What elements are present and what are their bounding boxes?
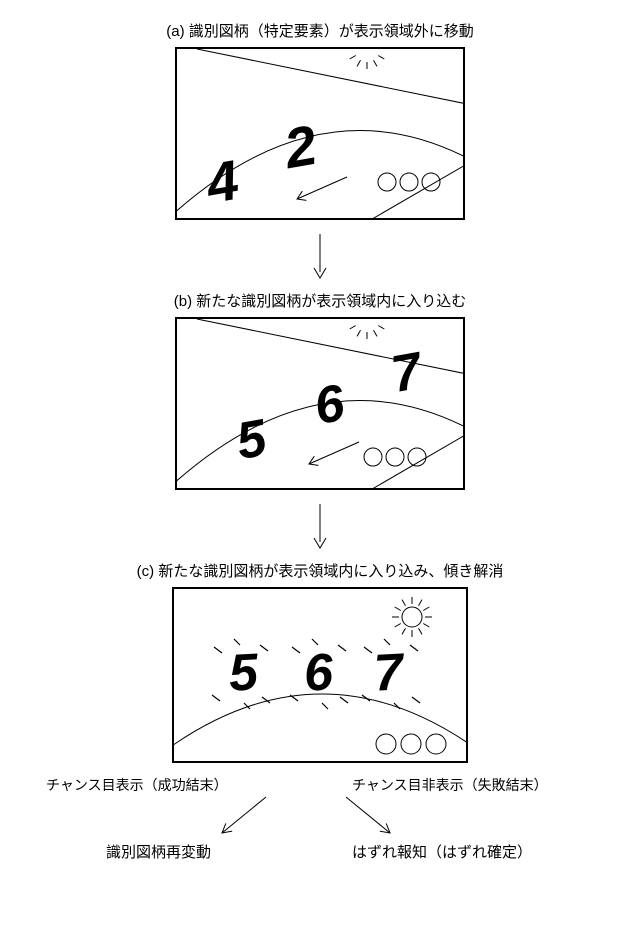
branch-left-result: 識別図柄再変動 [106, 841, 211, 862]
panel-a-wrap: 42 [10, 47, 630, 220]
branch-diagram: チャンス目表示（成功結末） チャンス目非表示（失敗結末） 識別図柄再変動 はずれ… [10, 767, 630, 877]
arrow-b-to-c [10, 502, 630, 550]
panel-c-wrap: 567 [10, 587, 630, 763]
digit-5: 5 [228, 646, 260, 699]
panel-a: 42 [175, 47, 465, 220]
arrow-a-to-b [10, 232, 630, 280]
panel-b: 567 [175, 317, 465, 490]
panel-c-caption: (c) 新たな識別図柄が表示領域内に入り込み、傾き解消 [10, 560, 630, 581]
branch-right-top-label: チャンス目非表示（失敗結末） [352, 775, 548, 795]
panel-c: 567 [172, 587, 468, 763]
branch-left-top-label: チャンス目表示（成功結末） [46, 775, 228, 795]
panel-b-caption: (b) 新たな識別図柄が表示領域内に入り込む [10, 290, 630, 311]
panel-b-wrap: 567 [10, 317, 630, 490]
panel-a-caption: (a) 識別図柄（特定要素）が表示領域外に移動 [10, 20, 630, 41]
branch-right-result: はずれ報知（はずれ確定） [352, 841, 532, 862]
digit-6: 6 [303, 646, 335, 699]
digit-7: 7 [373, 646, 405, 699]
